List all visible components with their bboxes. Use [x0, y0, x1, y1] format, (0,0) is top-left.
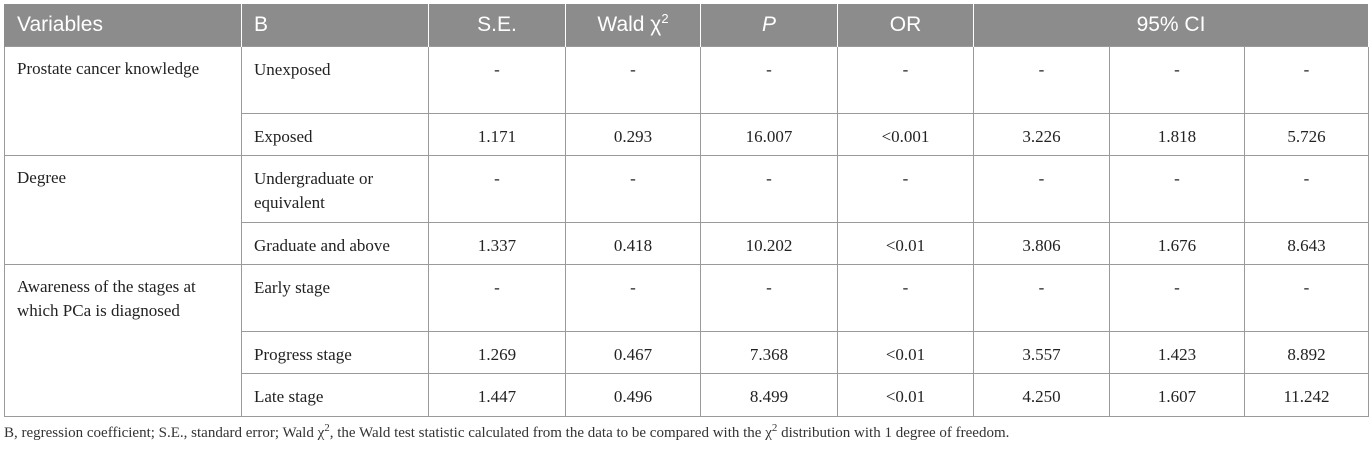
value-cell: - — [973, 45, 1110, 114]
level-cell: Graduate and above — [241, 221, 429, 265]
value-cell: 7.368 — [700, 330, 838, 374]
value-cell: 5.726 — [1243, 112, 1370, 156]
value-cell: 3.557 — [973, 330, 1110, 374]
value-cell: - — [1243, 154, 1370, 223]
value-cell: 16.007 — [700, 112, 838, 156]
value-cell: <0.01 — [837, 330, 974, 374]
table-row: Progress stage 1.269 0.467 7.368 <0.01 3.557 1… — [5, 330, 1370, 374]
footnote-part-2: , the Wald test statistic calculated fro… — [329, 425, 772, 441]
header-row: Variables B S.E. Wald χ2 P OR 95% CI — [4, 4, 1370, 46]
footnote-part-3: distribution with 1 degree of freedom. — [777, 425, 1010, 441]
value-cell: - — [837, 154, 974, 223]
value-cell: 1.607 — [1109, 372, 1245, 417]
table-row: Graduate and above 1.337 0.418 10.202 <0.01 3… — [5, 221, 1370, 265]
header-wald-label: Wald χ — [597, 12, 662, 36]
value-cell: 8.643 — [1243, 221, 1370, 265]
value-cell: 0.496 — [565, 372, 701, 417]
header-wald: Wald χ2 — [565, 4, 701, 46]
value-cell: 8.499 — [700, 372, 838, 417]
value-cell: 1.171 — [428, 112, 566, 156]
value-cell: <0.01 — [837, 221, 974, 265]
header-variables: Variables — [4, 4, 242, 46]
value-cell: - — [1109, 154, 1245, 223]
value-cell: 1.269 — [428, 330, 566, 374]
value-cell: 10.202 — [700, 221, 838, 265]
value-cell: 1.818 — [1109, 112, 1245, 156]
value-cell: - — [1109, 263, 1245, 332]
value-cell: - — [565, 263, 701, 332]
level-cell: Late stage — [241, 372, 429, 417]
table-row: Late stage 1.447 0.496 8.499 <0.01 4.250 1.607… — [5, 372, 1370, 417]
value-cell: - — [837, 45, 974, 114]
table-row: Awareness of the stages at which PCa is … — [4, 263, 1370, 417]
header-se: S.E. — [428, 4, 566, 46]
value-cell: - — [973, 263, 1110, 332]
value-cell: 1.447 — [428, 372, 566, 417]
header-b: B — [241, 4, 429, 46]
value-cell: - — [700, 45, 838, 114]
header-p: P — [700, 4, 838, 46]
value-cell: 11.242 — [1243, 372, 1370, 417]
value-cell: 0.418 — [565, 221, 701, 265]
value-cell: - — [565, 45, 701, 114]
value-cell: 0.467 — [565, 330, 701, 374]
value-cell: <0.01 — [837, 372, 974, 417]
level-cell: Unexposed — [241, 45, 429, 114]
value-cell: - — [837, 263, 974, 332]
value-cell: 1.676 — [1109, 221, 1245, 265]
level-cell: Undergraduate or equivalent — [241, 154, 429, 223]
value-cell: 3.806 — [973, 221, 1110, 265]
header-ci: 95% CI — [972, 4, 1370, 46]
value-cell: 4.250 — [973, 372, 1110, 417]
table-row: Prostate cancer knowledge Unexposed - - - - - -… — [4, 45, 1370, 156]
value-cell: - — [565, 154, 701, 223]
footnote-superscript-1: 2 — [324, 422, 330, 434]
value-cell: - — [1243, 263, 1370, 332]
level-cell: Progress stage — [241, 330, 429, 374]
value-cell: - — [428, 154, 566, 223]
regression-table: Variables B S.E. Wald χ2 P OR 95% CI Pro… — [4, 4, 1370, 417]
value-cell: - — [428, 45, 566, 114]
table-body: Prostate cancer knowledge Unexposed - - - - - -… — [4, 45, 1370, 417]
footnote-part-1: B, regression coefficient; S.E., standar… — [4, 425, 325, 441]
value-cell: - — [973, 154, 1110, 223]
value-cell: <0.001 — [837, 112, 974, 156]
table-row: Exposed 1.171 0.293 16.007 <0.001 3.226 1.818 5… — [5, 112, 1370, 156]
value-cell: - — [1243, 45, 1370, 114]
variable-cell: Degree — [4, 154, 242, 265]
header-or: OR — [837, 4, 974, 46]
value-cell: - — [1109, 45, 1245, 114]
table-row: Degree Undergraduate or equivalent - - - - - - - — [4, 154, 1370, 265]
table-header: Variables B S.E. Wald χ2 P OR 95% CI — [4, 4, 1370, 46]
value-cell: 8.892 — [1243, 330, 1370, 374]
value-cell: 3.226 — [973, 112, 1110, 156]
table-footnote: B, regression coefficient; S.E., standar… — [4, 422, 1368, 442]
level-cell: Exposed — [241, 112, 429, 156]
variable-cell: Awareness of the stages at which PCa is … — [4, 263, 242, 417]
regression-table-container: Variables B S.E. Wald χ2 P OR 95% CI Pro… — [4, 4, 1370, 417]
value-cell: - — [428, 263, 566, 332]
value-cell: 0.293 — [565, 112, 701, 156]
value-cell: 1.423 — [1109, 330, 1245, 374]
header-wald-superscript: 2 — [661, 10, 669, 26]
level-cell: Early stage — [241, 263, 429, 332]
value-cell: - — [700, 154, 838, 223]
variable-cell: Prostate cancer knowledge — [4, 45, 242, 156]
footnote-superscript-2: 2 — [771, 422, 778, 434]
value-cell: 1.337 — [428, 221, 566, 265]
value-cell: - — [700, 263, 838, 332]
